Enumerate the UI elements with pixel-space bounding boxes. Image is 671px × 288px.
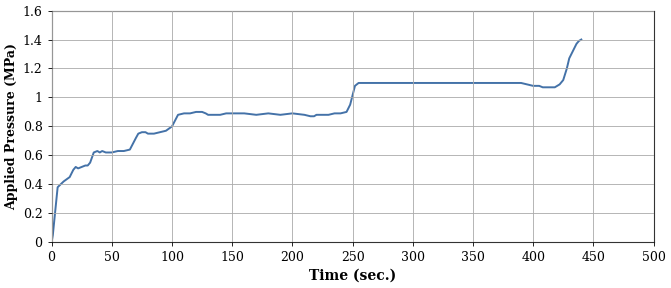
X-axis label: Time (sec.): Time (sec.)	[309, 268, 396, 283]
Y-axis label: Applied Pressure (MPa): Applied Pressure (MPa)	[5, 43, 19, 210]
